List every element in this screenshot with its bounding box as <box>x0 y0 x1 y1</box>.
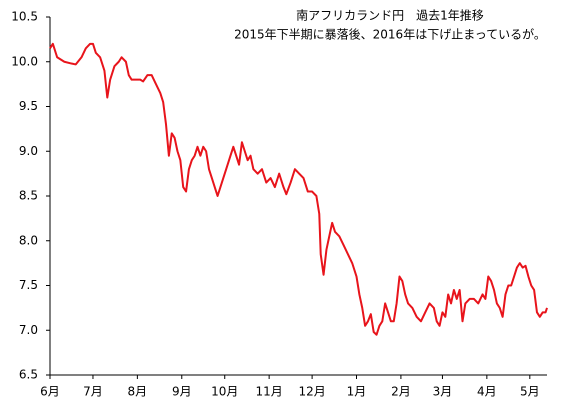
x-tick-label: 5月 <box>520 385 540 399</box>
y-tick-label: 9.5 <box>19 99 38 113</box>
y-tick-label: 7.0 <box>19 323 38 337</box>
x-tick-label: 2月 <box>391 385 411 399</box>
x-tick-label: 1月 <box>347 385 367 399</box>
chart-title: 南アフリカランド円 過去1年推移 <box>296 8 484 23</box>
x-tick-label: 6月 <box>40 385 60 399</box>
x-tick-label: 7月 <box>83 385 103 399</box>
line-series <box>49 42 548 336</box>
chart-subtitle: 2015年下半期に暴落後、2016年は下げ止まっているが。 <box>234 27 546 42</box>
x-tick-label: 8月 <box>128 385 148 399</box>
y-tick-label: 10.0 <box>11 54 38 68</box>
y-tick-label: 10.5 <box>11 10 38 24</box>
x-tick-label: 9月 <box>172 385 192 399</box>
x-tick-label: 4月 <box>477 385 497 399</box>
y-tick-label: 7.5 <box>19 278 38 292</box>
x-tick-label: 10月 <box>211 385 238 399</box>
y-tick-label: 8.0 <box>19 233 38 247</box>
x-tick-label: 3月 <box>433 385 453 399</box>
x-tick-label: 11月 <box>255 385 282 399</box>
x-tick-label: 12月 <box>298 385 325 399</box>
y-tick-label: 8.5 <box>19 189 38 203</box>
y-tick-label: 9.0 <box>19 144 38 158</box>
y-tick-label: 6.5 <box>19 368 38 382</box>
